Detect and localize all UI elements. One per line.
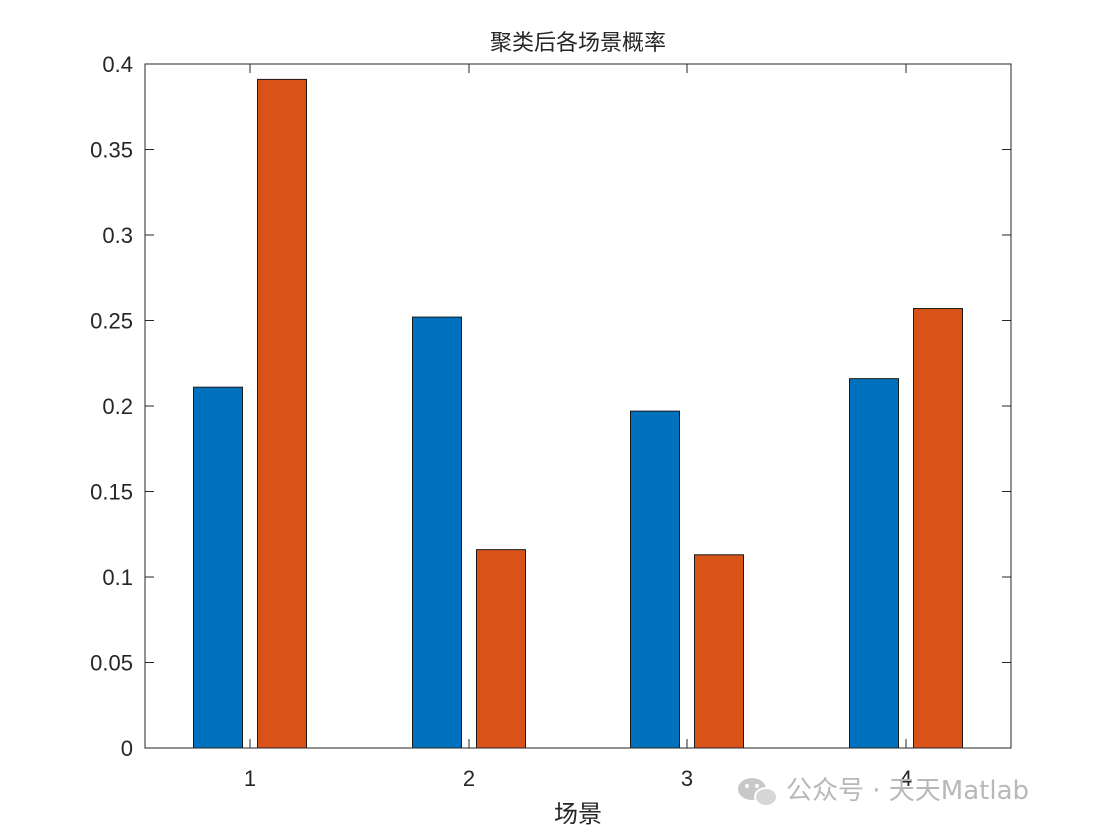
y-tick-label: 0.1 — [102, 565, 133, 590]
bar-series1-cat3 — [630, 410, 680, 749]
bar-series1-cat4 — [849, 378, 899, 749]
y-tick-label: 0.35 — [90, 138, 133, 163]
y-tick-label: 0.25 — [90, 309, 133, 334]
y-tick-label: 0.3 — [102, 223, 133, 248]
ticks-group: 0 0.05 0.1 0.15 0.2 0.25 0.3 0.35 0.4 1 2 3 4 — [90, 52, 1011, 791]
bar-series2-cat2 — [476, 549, 526, 749]
chart-title: 聚类后各场景概率 — [490, 31, 666, 56]
bar-series1-cat1 — [193, 386, 243, 749]
bar-series2-cat1 — [257, 78, 307, 749]
y-tick-label: 0 — [121, 736, 133, 761]
watermark-text: 公众号 · 天天Matlab — [786, 776, 1029, 806]
bar-series1-cat2 — [412, 316, 462, 749]
x-axis-label: 场景 — [554, 800, 602, 828]
bar-series2-cat3 — [694, 554, 744, 749]
x-tick-label: 2 — [463, 766, 475, 791]
bars-group — [193, 78, 963, 749]
x-tick-label: 4 — [900, 766, 912, 791]
y-tick-label: 0.15 — [90, 480, 133, 505]
y-tick-label: 0.05 — [90, 651, 133, 676]
bar-series2-cat4 — [913, 308, 963, 749]
y-tick-label: 0.4 — [102, 52, 133, 77]
y-tick-label: 0.2 — [102, 394, 133, 419]
x-tick-label: 3 — [681, 766, 693, 791]
wechat-icon — [738, 778, 778, 807]
watermark: 公众号 · 天天Matlab — [738, 776, 1029, 807]
x-tick-label: 1 — [244, 766, 256, 791]
